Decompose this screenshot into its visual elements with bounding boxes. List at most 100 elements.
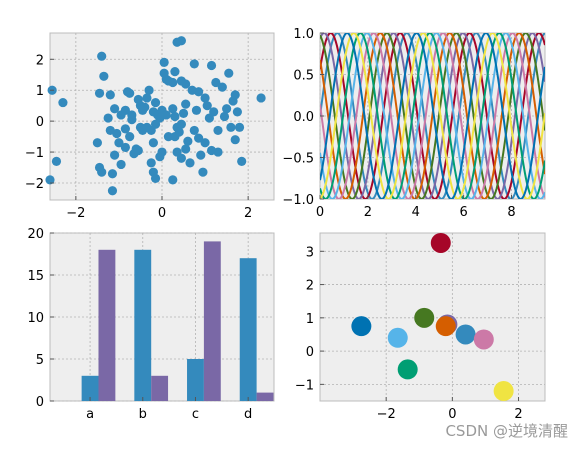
- scatter-point: [224, 68, 234, 78]
- x-tick-label: −2: [66, 206, 85, 221]
- scatter-point: [127, 110, 137, 120]
- bar: [151, 375, 169, 401]
- x-tick-label: 2: [514, 407, 522, 422]
- panel-scatter-top-left: −2 0 2 −2 −1 0 1 2: [25, 32, 275, 221]
- scatter-point: [97, 51, 107, 61]
- scatter-point: [181, 144, 191, 154]
- x-tick-label: 6: [459, 205, 467, 220]
- scatter-point: [170, 111, 180, 122]
- scatter-point: [159, 57, 169, 67]
- panel-line-top-right: 0 2 4 6 8 −1.0 −0.5 0.0 0.5 1.0: [282, 27, 546, 220]
- y-tick-label: 0.5: [293, 69, 314, 84]
- scatter-point: [170, 67, 180, 77]
- scatter-point: [222, 104, 232, 114]
- scatter-point: [168, 77, 178, 88]
- bar: [98, 249, 116, 401]
- scatter-point: [146, 158, 156, 168]
- scatter-point: [112, 128, 122, 139]
- scatter-point: [189, 125, 199, 136]
- scatter-point: [125, 132, 135, 142]
- scatter-point: [196, 150, 206, 160]
- scatter-point: [200, 138, 210, 148]
- scatter-point: [170, 132, 180, 142]
- scatter-point: [176, 153, 186, 163]
- scatter-point: [185, 158, 195, 168]
- scatter-point: [211, 77, 221, 88]
- y-tick-label: 1: [36, 84, 44, 99]
- bar: [256, 392, 274, 401]
- x-tick-label: b: [139, 407, 147, 422]
- scatter-point: [120, 142, 130, 153]
- scatter-point: [105, 90, 115, 100]
- scatter-point: [142, 93, 152, 103]
- scatter-point: [150, 97, 161, 108]
- series-line: [320, 33, 545, 199]
- scatter-point: [397, 359, 418, 380]
- y-tick-label: 20: [27, 227, 44, 242]
- y-tick-label: 10: [27, 311, 44, 326]
- y-tick-label: 2: [36, 53, 44, 68]
- scatter-point: [200, 93, 210, 103]
- x-tick-label: a: [86, 407, 94, 422]
- x-tick-label: 8: [507, 205, 515, 220]
- y-tick-label: 0.0: [293, 110, 314, 125]
- scatter-point: [217, 82, 227, 92]
- bar: [134, 249, 152, 401]
- x-tick-label: 2: [244, 206, 252, 221]
- y-tick-label: −2: [25, 177, 44, 192]
- scatter-point: [161, 110, 171, 120]
- bar: [81, 375, 99, 401]
- scatter-point: [414, 307, 435, 328]
- scatter-point: [219, 111, 230, 122]
- bar: [187, 359, 204, 401]
- scatter-point: [206, 60, 217, 71]
- scatter-point: [51, 156, 62, 166]
- scatter-point: [148, 138, 158, 148]
- scatter-point: [110, 104, 120, 114]
- scatter-point: [116, 159, 126, 170]
- scatter-point: [110, 150, 120, 160]
- scatter-point: [178, 108, 189, 119]
- scatter-point: [120, 124, 130, 134]
- x-tick-label: d: [244, 407, 252, 422]
- y-tick-label: 1: [306, 312, 314, 327]
- scatter-point: [92, 138, 102, 148]
- scatter-point: [430, 232, 451, 253]
- y-tick-label: 5: [36, 353, 44, 368]
- scatter-point: [256, 93, 266, 103]
- scatter-point: [351, 316, 372, 337]
- scatter-point: [232, 107, 242, 117]
- y-tick-label: 15: [27, 269, 44, 284]
- bar: [239, 258, 257, 401]
- scatter-point: [181, 99, 191, 109]
- scatter-point: [168, 175, 178, 185]
- y-tick-label: 3: [306, 245, 314, 260]
- scatter-point: [163, 132, 174, 142]
- series-line: [320, 33, 545, 199]
- scatter-point: [213, 125, 223, 136]
- scatter-point: [58, 97, 68, 108]
- panel-bar-bottom-left: 0 5 10 15 20 a b c d: [27, 227, 275, 422]
- scatter-point: [107, 169, 118, 179]
- scatter-point: [206, 145, 217, 156]
- scatter-point: [198, 167, 208, 177]
- scatter-point: [237, 156, 247, 166]
- scatter-point: [194, 87, 204, 97]
- scatter-point: [183, 136, 193, 146]
- scatter-point: [191, 105, 202, 115]
- scatter-point: [230, 90, 240, 100]
- scatter-point: [144, 85, 154, 95]
- scatter-point: [230, 135, 240, 145]
- x-tick-label: 0: [158, 206, 166, 221]
- scatter-point: [202, 101, 212, 111]
- scatter-point: [455, 324, 476, 345]
- x-tick-label: c: [192, 407, 199, 422]
- scatter-point: [133, 145, 143, 156]
- scatter-point: [435, 316, 456, 337]
- y-tick-label: −0.5: [282, 152, 314, 167]
- scatter-point: [176, 36, 186, 46]
- scatter-point: [209, 107, 219, 117]
- y-tick-label: 0: [36, 115, 44, 130]
- y-tick-label: 0: [36, 395, 44, 410]
